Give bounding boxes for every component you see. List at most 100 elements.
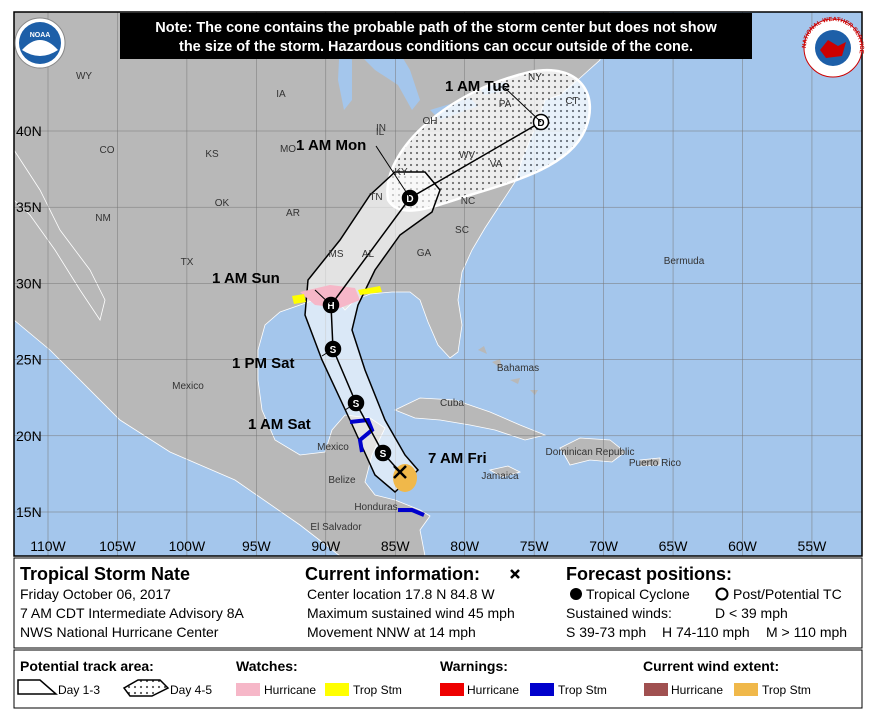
region-label: NC	[461, 196, 475, 207]
lat-label: 30N	[16, 275, 42, 291]
region-label: TX	[181, 257, 194, 268]
legend-swatch	[734, 683, 758, 696]
legend-swatch	[325, 683, 349, 696]
legend-label: Trop Stm	[558, 683, 607, 697]
panel-frame	[13, 649, 863, 709]
hurricane-watch	[300, 285, 360, 308]
forecast-time: 1 PM Sat	[232, 355, 295, 372]
legend-swatch	[644, 683, 668, 696]
region-label: GA	[417, 248, 432, 259]
current-heading: Current information:	[305, 564, 480, 584]
lat-label: 40N	[16, 123, 42, 139]
region-label: IN	[376, 123, 386, 134]
issuer: NWS National Hurricane Center	[20, 624, 219, 640]
tropical-storm-watch	[292, 286, 382, 304]
region-label: KY	[394, 167, 408, 178]
forecast-symbol: S	[353, 399, 360, 410]
lat-label: 35N	[16, 199, 42, 215]
legend-label: Hurricane	[671, 683, 723, 697]
label-leader	[344, 402, 357, 411]
axis-labels: 40N 35N 30N 25N 20N 15N 110W 105W 100W 95W 90W 85W 8…	[16, 123, 827, 554]
current-icon	[510, 569, 520, 579]
tropical-storm-warning	[349, 417, 425, 517]
logo-text: NOAA	[30, 32, 51, 39]
forecast-point	[374, 444, 392, 462]
forecast-legend: S 39-73 mph	[566, 624, 646, 640]
region-label: IL	[376, 127, 385, 138]
current-line: Center location 17.8 N 84.8 W	[307, 586, 495, 602]
land	[14, 149, 106, 321]
lon-label: 60W	[728, 538, 758, 554]
forecast-time: 1 AM Mon	[296, 137, 366, 154]
region-label: Cuba	[440, 398, 464, 409]
jamaica	[488, 465, 522, 478]
note-box	[120, 13, 752, 59]
region-label: WY	[76, 71, 92, 82]
region-label: Dominican Republic	[546, 447, 635, 458]
noaa-logo: NOAA	[14, 17, 66, 69]
region-label: PA	[499, 99, 512, 110]
region-label: Jamaica	[481, 471, 519, 482]
region-label: KS	[205, 149, 219, 160]
forecast-legend: Sustained winds:	[566, 605, 672, 621]
forecast-legend: D < 39 mph	[715, 605, 788, 621]
legend-swatch	[17, 679, 58, 695]
legend-heading: Current wind extent:	[643, 658, 779, 674]
current-line: Movement NNW at 14 mph	[307, 624, 476, 640]
lat-label: 25N	[16, 352, 42, 368]
region-label: NY	[528, 72, 542, 83]
note: the size of the storm. Hazardous conditi…	[179, 39, 693, 55]
label-leader	[399, 467, 406, 473]
label-leader	[504, 87, 542, 123]
label-leader	[321, 348, 334, 357]
forecast-heading: Forecast positions:	[566, 564, 732, 584]
region-label: SC	[455, 225, 469, 236]
legend-label: Day 1-3	[58, 683, 100, 697]
storm-date: Friday October 06, 2017	[20, 586, 171, 602]
puerto-rico	[639, 457, 661, 467]
label-leader	[375, 145, 411, 199]
lon-label: 75W	[520, 538, 550, 554]
lon-label: 90W	[311, 538, 341, 554]
region-label: AR	[286, 208, 300, 219]
lon-label: 65W	[659, 538, 689, 554]
info-panel: Tropical Storm Nate Friday October 06, 2…	[13, 557, 863, 649]
forecast-time: 1 AM Sun	[212, 270, 280, 287]
forecast-legend: H 74-110 mph	[662, 624, 750, 640]
region-label: Mexico	[317, 442, 349, 453]
region-label: VA	[490, 159, 503, 170]
forecast-symbol: H	[327, 301, 334, 312]
note: Note: The cone contains the probable pat…	[155, 20, 717, 36]
label-leader	[314, 289, 332, 306]
region-label: CO	[100, 145, 115, 156]
forecast-points: D 1 AM Tue D 1 AM Mon H 1 AM Sun S 1 PM Sat S 1 A…	[212, 78, 550, 479]
lon-label: 110W	[30, 538, 66, 554]
region-label: IA	[276, 89, 286, 100]
forecast-legend: M > 110 mph	[766, 624, 847, 640]
forecast-symbol: D	[537, 118, 544, 129]
region-label: MO	[280, 144, 296, 155]
cone-day-1-3	[304, 171, 441, 494]
forecast-symbol: S	[380, 449, 387, 460]
panel-frame	[13, 557, 863, 649]
post-icon	[715, 587, 729, 601]
tropical-icon	[570, 588, 582, 600]
region-label: OK	[215, 198, 230, 209]
forecast-time: 7 AM Fri	[428, 450, 487, 467]
map-frame	[13, 11, 863, 557]
lat-label: 20N	[16, 428, 42, 444]
legend-swatch	[530, 683, 554, 696]
legend-label: Trop Stm	[353, 683, 402, 697]
region-label: Honduras	[354, 502, 397, 513]
region-label: El Salvador	[310, 522, 362, 533]
advisory: 7 AM CDT Intermediate Advisory 8A	[20, 605, 244, 621]
region-label: NM	[95, 213, 111, 224]
legend-swatch	[440, 683, 464, 696]
forecast-time: 1 AM Sat	[248, 416, 311, 433]
region-label: AL	[362, 249, 375, 260]
region-label: Bahamas	[497, 363, 539, 374]
region-label: WV	[459, 150, 475, 161]
